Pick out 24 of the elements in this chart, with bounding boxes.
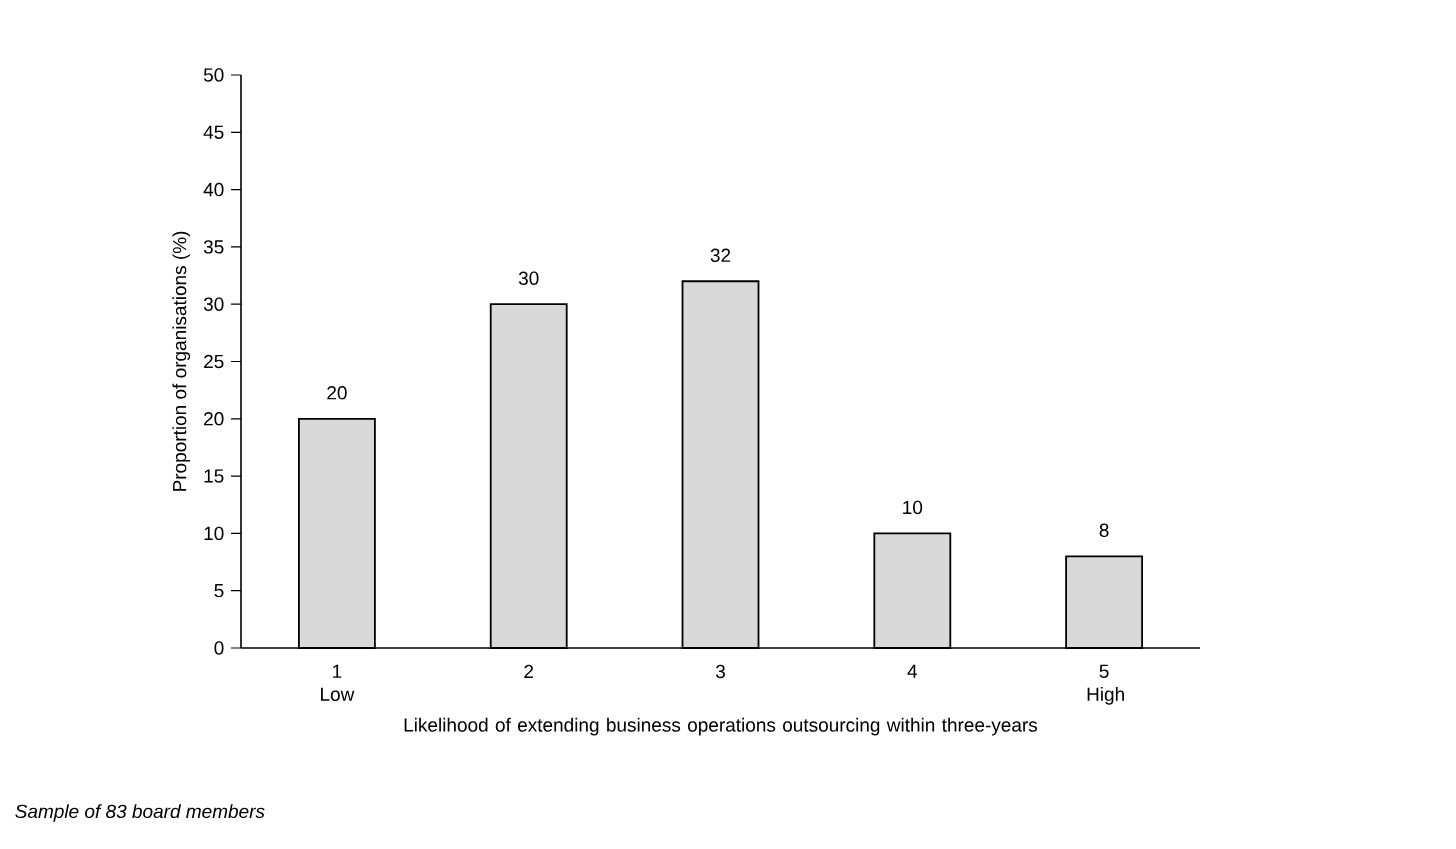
text: Sample of 83 board members	[15, 804, 265, 822]
data-label: 10	[903, 500, 923, 515]
x-tick-label: 4	[907, 664, 918, 678]
x-tick-label: 2	[524, 664, 534, 678]
x-tick-label: 1 Low	[321, 664, 355, 701]
y-tick-label: 35	[203, 240, 224, 254]
y-tick-label: 25	[204, 354, 224, 369]
x-tick-label: 3	[715, 664, 725, 679]
data-label: 32	[710, 248, 731, 263]
y-tick-label: 45	[203, 125, 224, 139]
y-tick-label: 20	[204, 412, 224, 426]
x-tick-label: 5 High	[1087, 664, 1124, 705]
data-label: 8	[1099, 523, 1109, 538]
data-label: 20	[327, 386, 347, 400]
y-tick-label: 50	[203, 68, 224, 82]
y-tick-label: 30	[203, 297, 224, 311]
x-axis-title: Likelihood of extending business operations outsourcing within three-years	[404, 717, 1038, 736]
y-tick-label: 0	[214, 641, 224, 655]
y-tick-label: 10	[204, 526, 224, 541]
y-axis-title: Proportion of organisations (%)	[172, 231, 191, 491]
y-tick-label: 15	[204, 469, 224, 483]
y-tick-label: 5	[214, 584, 224, 598]
y-tick-label: 40	[203, 182, 224, 197]
data-label: 30	[518, 271, 539, 285]
